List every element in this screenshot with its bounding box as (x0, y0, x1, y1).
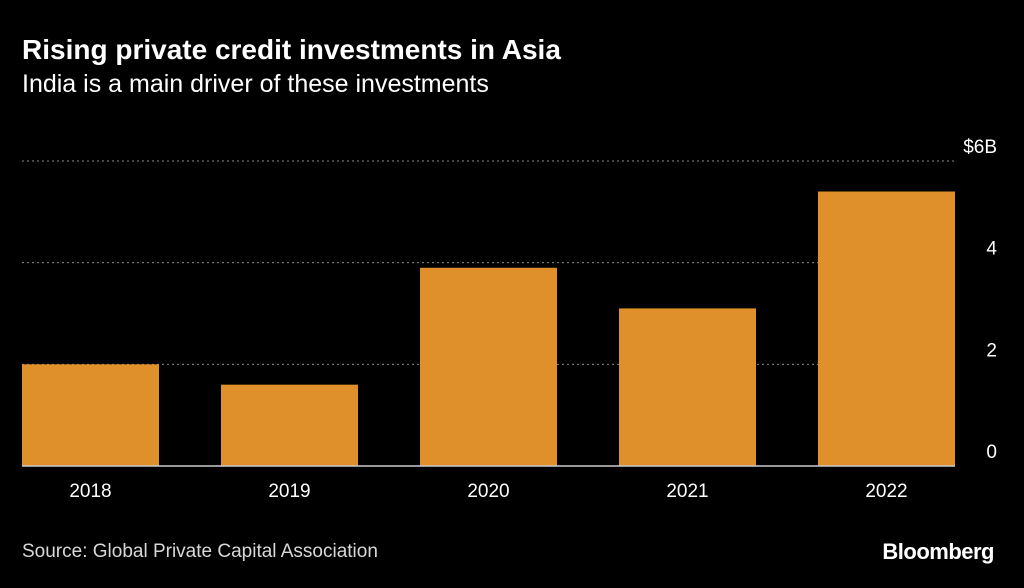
bar-2020 (420, 267, 557, 466)
bars (22, 191, 955, 466)
y-tick-label: 4 (986, 239, 997, 260)
bar-2022 (818, 191, 955, 466)
tick-labels: 0 2 4 $6B 2018 2019 2020 2021 2022 (69, 137, 997, 502)
x-tick-label: 2022 (865, 481, 907, 502)
y-tick-label: $6B (963, 137, 997, 158)
x-tick-label: 2019 (268, 481, 310, 502)
source-note: Source: Global Private Capital Associati… (22, 541, 378, 562)
bar-2018 (22, 364, 159, 466)
bar-2019 (221, 384, 358, 466)
bar-2021 (619, 308, 756, 466)
chart-subtitle: India is a main driver of these investme… (22, 70, 489, 98)
chart-title: Rising private credit investments in Asi… (22, 34, 561, 65)
bar-chart: 0 2 4 $6B 2018 2019 2020 2021 2022 (22, 137, 997, 502)
x-tick-label: 2020 (467, 481, 509, 502)
y-tick-label: 2 (986, 340, 997, 361)
x-tick-label: 2018 (69, 481, 111, 502)
bloomberg-logo: Bloomberg (882, 539, 994, 564)
x-tick-label: 2021 (666, 481, 708, 502)
y-tick-label: 0 (986, 442, 997, 463)
